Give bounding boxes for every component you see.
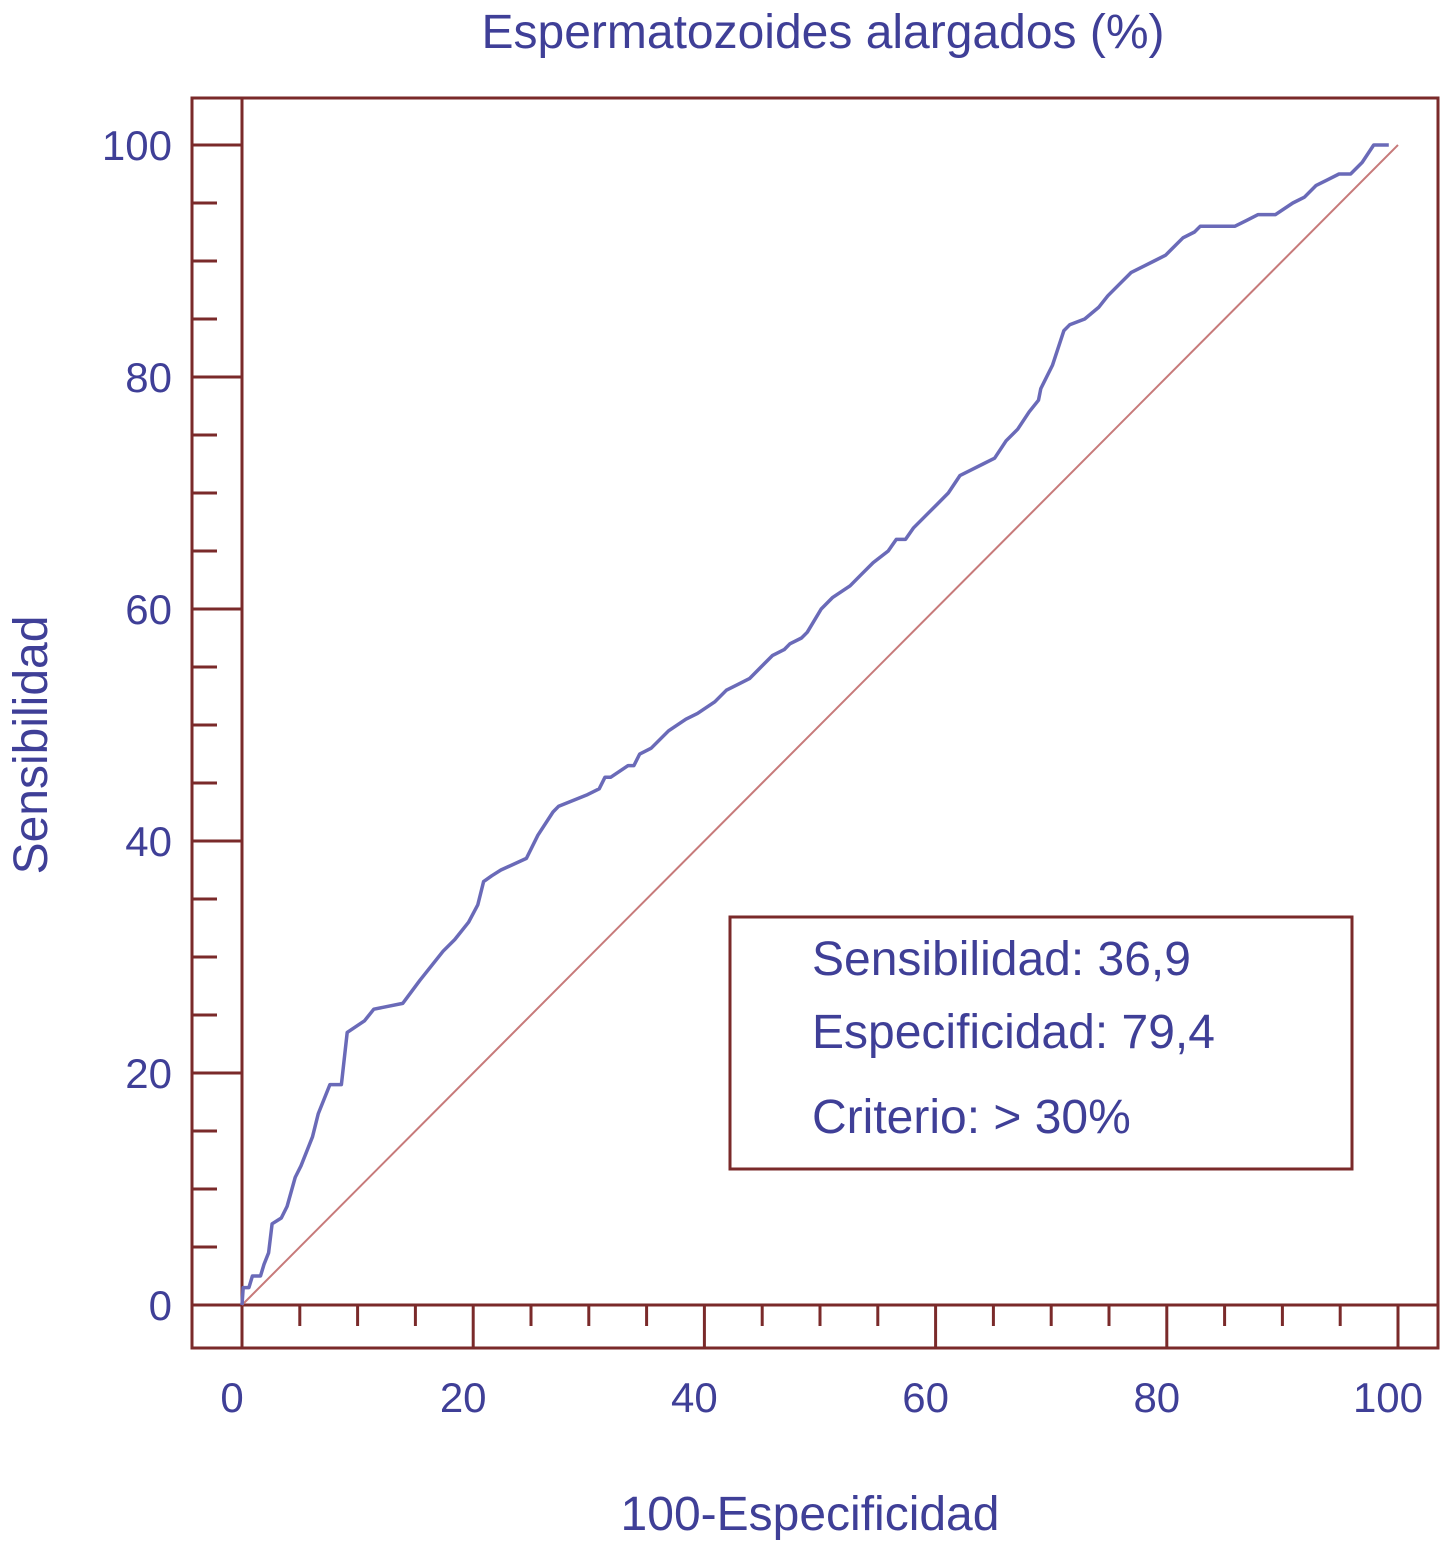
x-tick-labels: 0 20 40 60 80 100: [220, 1374, 1423, 1421]
annotation-especificidad: Especificidad: 79,4: [812, 1006, 1215, 1059]
y-tick-labels: 0 20 40 60 80 100: [102, 122, 172, 1329]
y-tick-label-80: 80: [125, 354, 172, 401]
plot-frame: [190, 96, 1440, 1350]
y-tick-label-100: 100: [102, 122, 172, 169]
x-axis-label: 100-Especificidad: [621, 1488, 1000, 1541]
y-tick-label-40: 40: [125, 818, 172, 865]
x-tick-label-0: 0: [220, 1374, 243, 1421]
chart-title: Espermatozoides alargados (%): [482, 6, 1165, 59]
y-tick-label-20: 20: [125, 1050, 172, 1097]
annotation-criterio: Criterio: > 30%: [812, 1091, 1131, 1144]
y-tick-label-60: 60: [125, 586, 172, 633]
annotation-box: [728, 915, 1354, 1171]
diagonal-reference-line: [241, 144, 1399, 1306]
annotation-sensibilidad: Sensibilidad: 36,9: [812, 933, 1191, 986]
x-tick-label-100: 100: [1353, 1374, 1423, 1421]
y-ticks: [192, 143, 242, 1307]
x-ticks: [240, 1305, 1400, 1348]
y-axis-label: Sensibilidad: [5, 616, 58, 875]
x-tick-label-80: 80: [1133, 1374, 1180, 1421]
x-tick-label-20: 20: [440, 1374, 487, 1421]
x-tick-label-60: 60: [902, 1374, 949, 1421]
x-tick-label-40: 40: [671, 1374, 718, 1421]
y-tick-label-0: 0: [149, 1282, 172, 1329]
roc-curve-line: [240, 143, 1389, 1306]
